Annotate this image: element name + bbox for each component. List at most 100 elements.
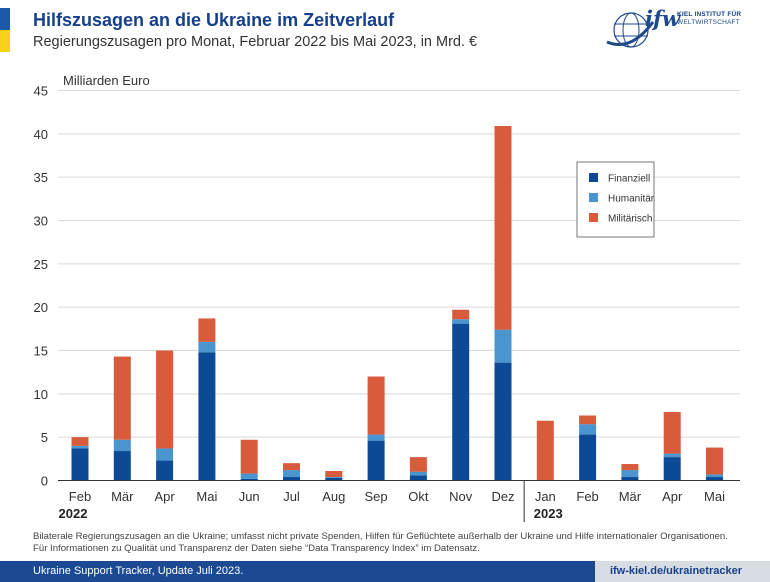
bar-finanziell-7 (367, 440, 385, 481)
logo-institute-line1: KIEL INSTITUT FÜR (677, 11, 742, 18)
bar-humanitr-13 (621, 470, 639, 478)
y-tick-label-10: 10 (34, 387, 48, 402)
axis-layer: 0 5 10 15 20 25 30 35 40 45 Feb Mär Apr Mai Jun Jul Aug S… (34, 84, 740, 522)
year-label-2022: 2022 (59, 506, 88, 521)
bar-finanziell-6 (325, 477, 343, 481)
x-tick-label-7: Sep (365, 489, 388, 504)
x-tick-label-6: Aug (322, 489, 345, 504)
flag-yellow-stripe (0, 30, 10, 52)
bar-layer (71, 126, 723, 481)
footnote-line-1: Bilaterale Regierungszusagen an die Ukra… (33, 531, 728, 542)
bar-finanziell-12 (579, 434, 597, 481)
logo-institute-line2: WELTWIRTSCHAFT (677, 18, 740, 26)
globe-icon (606, 12, 655, 48)
x-tick-label-9: Nov (449, 489, 473, 504)
x-tick-label-14: Apr (662, 489, 683, 504)
bar-militrisch-2 (156, 350, 174, 449)
y-tick-label-15: 15 (34, 344, 48, 359)
y-tick-label-30: 30 (34, 214, 48, 229)
logo-wordmark: ifw (645, 6, 681, 31)
footer-link[interactable]: ifw-kiel.de/ukrainetracker (609, 565, 742, 577)
footer-link-background (595, 561, 770, 582)
bar-finanziell-2 (156, 460, 174, 481)
bar-finanziell-0 (71, 448, 89, 481)
y-tick-label-25: 25 (34, 257, 48, 272)
x-tick-label-11: Jan (535, 489, 556, 504)
bar-humanitr-7 (367, 434, 385, 441)
legend-label-2: Militärisch (608, 214, 652, 225)
ifw-logo: ifw KIEL INSTITUT FÜR WELTWIRTSCHAFT (605, 6, 745, 56)
x-tick-label-0: Feb (69, 489, 91, 504)
x-tick-label-2: Apr (154, 489, 175, 504)
y-tick-label-45: 45 (34, 84, 48, 99)
ukraine-flag (0, 8, 10, 52)
y-tick-label-40: 40 (34, 127, 48, 142)
bar-finanziell-9 (452, 323, 470, 481)
bar-humanitr-6 (325, 477, 343, 478)
year-label-2023: 2023 (534, 506, 563, 521)
bar-militrisch-11 (536, 420, 554, 481)
x-tick-label-4: Jun (239, 489, 260, 504)
legend-label-1: Humanitär (608, 194, 655, 205)
bar-finanziell-15 (706, 477, 723, 481)
legend-swatch-2 (589, 213, 598, 222)
chart-title: Hilfszusagen an die Ukraine im Zeitverla… (33, 10, 395, 30)
bar-militrisch-12 (579, 415, 597, 425)
x-tick-label-3: Mai (196, 489, 217, 504)
x-tick-label-8: Okt (408, 489, 429, 504)
stacked-bar-chart: 0 5 10 15 20 25 30 35 40 45 Feb Mär Apr Mai Jun Jul Aug S… (34, 73, 740, 522)
x-tick-label-10: Dez (491, 489, 514, 504)
bar-humanitr-4 (240, 473, 258, 479)
chart-subtitle: Regierungszusagen pro Monat, Februar 202… (33, 34, 478, 50)
bar-finanziell-4 (240, 478, 258, 481)
bar-militrisch-7 (367, 376, 385, 435)
bar-humanitr-8 (409, 471, 427, 476)
x-tick-label-15: Mai (704, 489, 725, 504)
y-tick-label-20: 20 (34, 300, 48, 315)
bar-militrisch-0 (71, 437, 89, 446)
bar-militrisch-1 (113, 356, 131, 440)
bar-finanziell-3 (198, 352, 216, 481)
y-tick-label-35: 35 (34, 170, 48, 185)
legend-label-0: Finanziell (608, 174, 650, 185)
bar-militrisch-5 (283, 463, 300, 471)
bar-humanitr-0 (71, 445, 89, 449)
bar-humanitr-3 (198, 341, 216, 353)
footer-source: Ukraine Support Tracker, Update Juli 202… (33, 565, 244, 577)
legend-swatch-0 (589, 173, 598, 182)
footnote: Bilaterale Regierungszusagen an die Ukra… (33, 531, 763, 555)
bar-militrisch-14 (663, 412, 681, 454)
bar-militrisch-3 (198, 318, 216, 342)
bar-finanziell-8 (409, 475, 427, 481)
logo-institute-name: KIEL INSTITUT FÜR WELTWIRTSCHAFT (677, 11, 741, 26)
bar-finanziell-13 (621, 477, 639, 481)
bar-finanziell-10 (494, 362, 512, 481)
y-tick-label-5: 5 (41, 430, 48, 445)
bar-humanitr-9 (452, 319, 470, 324)
footer-bar: Ukraine Support Tracker, Update Juli 202… (0, 561, 770, 582)
bar-humanitr-1 (113, 439, 131, 452)
bar-humanitr-12 (579, 424, 597, 435)
x-tick-label-13: Mär (619, 489, 642, 504)
bar-militrisch-4 (240, 439, 258, 474)
bar-humanitr-15 (706, 474, 723, 478)
y-axis-label: Milliarden Euro (63, 73, 150, 88)
bar-humanitr-5 (283, 470, 300, 478)
bar-finanziell-14 (663, 457, 681, 481)
y-tick-label-0: 0 (41, 474, 48, 489)
bar-militrisch-15 (706, 447, 723, 475)
bar-militrisch-9 (452, 309, 470, 320)
bar-humanitr-2 (156, 448, 174, 461)
bar-militrisch-13 (621, 464, 639, 471)
bar-militrisch-10 (494, 126, 512, 330)
legend: Finanziell Humanitär Militärisch (576, 161, 655, 238)
legend-swatch-1 (589, 193, 598, 202)
bar-humanitr-14 (663, 453, 681, 458)
x-tick-label-5: Jul (283, 489, 300, 504)
x-tick-label-12: Feb (576, 489, 598, 504)
x-tick-label-1: Mär (111, 489, 134, 504)
footnote-line-2: Für Informationen zu Qualität und Transp… (33, 543, 480, 554)
bar-militrisch-8 (409, 457, 427, 472)
bar-militrisch-6 (325, 470, 343, 478)
bar-finanziell-1 (113, 451, 131, 481)
